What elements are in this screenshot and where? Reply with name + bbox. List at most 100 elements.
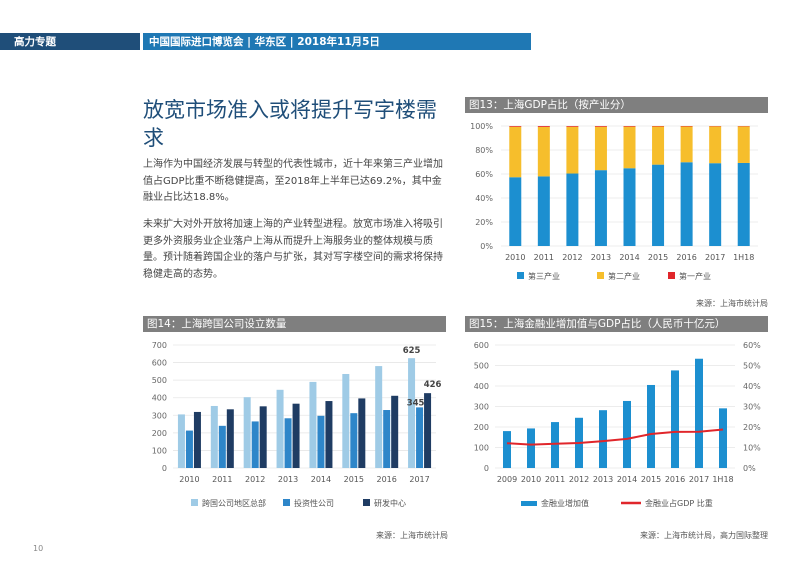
fig13-x-tick: 2011 (534, 253, 554, 262)
fig14-title: 图14：上海跨国公司设立数量 (143, 316, 446, 332)
fig15-bar-finance (671, 370, 679, 468)
fig14-y-tick: 0 (162, 464, 167, 473)
fig15-bar-finance (719, 408, 727, 468)
fig14-legend-swatch (363, 499, 370, 506)
fig14-bar-rnd (325, 401, 333, 468)
fig13-y-tick: 40% (475, 194, 493, 203)
fig13-chart: 0% 20% 40% 60% 80% 100% 2010 2011 2012 2013 2014 20… (470, 122, 758, 281)
fig14-y-tick: 400 (152, 394, 167, 403)
fig15-y-tick-left: 600 (474, 341, 489, 350)
fig15-bar-finance (527, 428, 535, 468)
page-number: 10 (33, 544, 44, 553)
fig13-bar-tertiary (566, 173, 579, 246)
fig13-y-tick: 100% (470, 122, 493, 131)
fig15-y-tick-right: 10% (743, 444, 761, 453)
fig13-bar-secondary (537, 126, 550, 177)
fig14-bar-rnd (292, 403, 300, 468)
fig14-bar-investment (416, 407, 424, 468)
fig15-legend-label: 金融业占GDP 比重 (645, 498, 713, 508)
fig15-x-tick: 2010 (521, 475, 541, 484)
fig14-x-tick: 2017 (409, 475, 429, 484)
fig13-source: 来源：上海市统计局 (696, 299, 768, 308)
fig15-legend-swatch (521, 501, 537, 506)
article-paragraph-2: 未来扩大对外开放将加速上海的产业转型进程。放宽市场准入将吸引更多外资服务业企业落… (143, 219, 443, 280)
fig14-x-tick: 2012 (245, 475, 265, 484)
fig15-x-tick: 2013 (593, 475, 613, 484)
fig15-y-tick-right: 20% (743, 423, 761, 432)
fig13-bar-primary (566, 126, 579, 127)
fig14-x-tick: 2016 (377, 475, 397, 484)
fig14-bar-hq (210, 405, 218, 468)
fig15-bar-finance (623, 400, 631, 468)
fig13-bar-tertiary (537, 176, 550, 246)
fig15-bar-finance (599, 410, 607, 468)
fig15-title: 图15：上海金融业增加值与GDP占比（人民币十亿元） (465, 316, 768, 332)
fig13-legend-swatch (668, 272, 675, 279)
fig13-bar-secondary (509, 126, 522, 178)
fig14-bar-rnd (358, 398, 366, 468)
fig15-y-tick-left: 0 (484, 464, 489, 473)
fig15-y-tick-left: 400 (474, 382, 489, 391)
fig13-x-tick: 2017 (705, 253, 725, 262)
fig13-legend-swatch (597, 272, 604, 279)
fig14-bar-investment (350, 413, 358, 468)
fig14-y-tick: 100 (152, 446, 167, 455)
fig14-bar-rnd (193, 411, 201, 468)
fig15-bar-finance (551, 422, 559, 468)
fig14-x-tick: 2014 (311, 475, 331, 484)
fig13-bar-primary (623, 126, 636, 127)
fig14-source: 来源：上海市统计局 (376, 531, 448, 540)
fig14-x-tick: 2013 (278, 475, 298, 484)
fig13-bar-secondary (594, 126, 607, 171)
article-paragraph-1: 上海作为中国经济发展与转型的代表性城市，近十年来第三产业增加值占GDP比重不断稳… (143, 159, 443, 203)
fig13-bar-secondary (737, 126, 750, 163)
fig13-x-tick: 2015 (648, 253, 668, 262)
fig13-y-tick: 20% (475, 218, 493, 227)
fig13-bar-secondary (652, 126, 665, 165)
fig15-x-tick: 2017 (689, 475, 709, 484)
fig14-bar-hq (276, 389, 284, 468)
fig13-x-tick: 2010 (505, 253, 525, 262)
fig13-bar-tertiary (652, 164, 665, 246)
fig14-y-tick: 600 (152, 359, 167, 368)
fig13-bar-tertiary (594, 170, 607, 246)
fig14-data-label: 345 (407, 398, 425, 408)
fig14-bar-investment (218, 425, 226, 468)
fig13-y-tick: 0% (480, 242, 493, 251)
fig14-y-tick: 200 (152, 429, 167, 438)
fig13-legend-swatch (517, 272, 524, 279)
fig14-x-tick: 2015 (344, 475, 364, 484)
fig14-bar-rnd (259, 406, 267, 468)
fig15-bar-finance (647, 384, 655, 468)
fig14-data-label: 426 (424, 380, 442, 390)
fig14-y-tick: 700 (152, 341, 167, 350)
fig15-chart: 0 100 200 300 400 500 600 0% 10% 20% 30% 40% 50% 60% 2… (474, 341, 761, 508)
fig13-bar-tertiary (737, 162, 750, 246)
fig14-bar-investment (383, 410, 391, 468)
fig15-y-tick-right: 0% (743, 464, 756, 473)
fig14-x-tick: 2011 (212, 475, 232, 484)
fig14-bar-rnd (424, 393, 432, 468)
fig14-bar-hq (408, 358, 416, 468)
fig15-x-tick: 1H18 (712, 475, 733, 484)
fig13-legend-label: 第一产业 (679, 271, 711, 281)
fig13-bar-secondary (623, 126, 636, 169)
fig14-x-tick: 2010 (179, 475, 199, 484)
fig13-bar-tertiary (680, 162, 693, 246)
fig14-bar-hq (177, 414, 185, 468)
fig14-bar-hq (342, 373, 350, 468)
fig14-bar-investment (185, 430, 193, 468)
fig14-bar-investment (284, 418, 292, 468)
fig15-y-tick-right: 40% (743, 382, 761, 391)
fig13-x-tick: 2016 (676, 253, 696, 262)
header-section-label: 高力专题 (0, 33, 140, 50)
fig14-data-label: 625 (403, 346, 421, 356)
fig15-y-tick-right: 30% (743, 403, 761, 412)
fig14-legend-label: 投资性公司 (294, 498, 334, 508)
article-title: 放宽市场准入或将提升写字楼需求 (143, 98, 437, 150)
fig14-legend-swatch (283, 499, 290, 506)
fig15-y-tick-right: 50% (743, 362, 761, 371)
fig13-x-tick: 2012 (562, 253, 582, 262)
fig13-x-tick: 1H18 (733, 253, 754, 262)
header-left-text: 高力专题 (14, 36, 56, 48)
